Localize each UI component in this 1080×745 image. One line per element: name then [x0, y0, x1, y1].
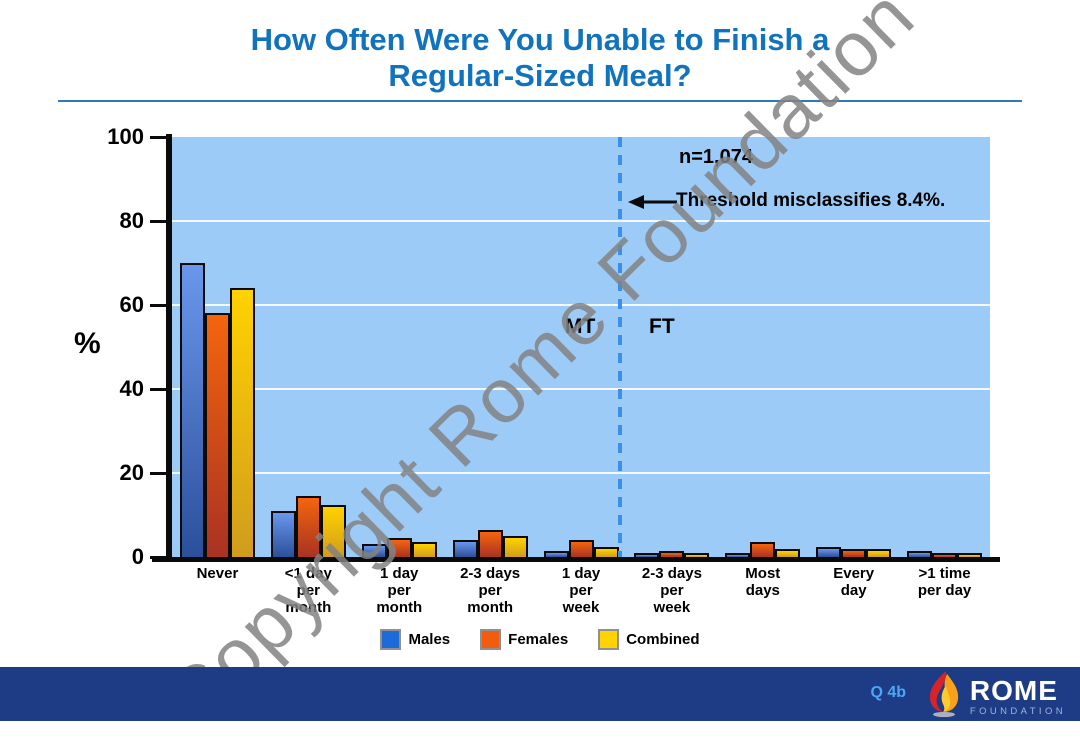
logo-title: ROME	[969, 674, 1058, 706]
bar-group	[354, 137, 445, 557]
legend-swatch	[480, 629, 502, 650]
bar-combined-4	[593, 546, 619, 557]
bar-females-2	[386, 538, 412, 557]
bar-combined-3	[502, 536, 528, 557]
bar-combined-0	[229, 288, 255, 557]
y-tick-label: 0	[131, 544, 144, 569]
x-axis-line	[152, 557, 1000, 562]
bar-group	[172, 137, 263, 557]
plot-area	[172, 137, 990, 557]
bar-combined-1	[320, 504, 346, 557]
x-axis-label: Never	[196, 565, 239, 582]
ft-zone-label: FT	[649, 315, 675, 338]
bar-combined-8	[957, 552, 983, 557]
x-axis-label: Every day	[833, 565, 875, 599]
arrow-left-icon	[628, 193, 678, 211]
bar-group	[626, 137, 717, 557]
legend-label: Males	[408, 631, 451, 648]
gridline	[172, 472, 990, 474]
y-tick-mark	[150, 472, 167, 475]
title-line-2: Regular-Sized Meal?	[388, 58, 692, 93]
bar-males-0	[179, 263, 205, 557]
bar-males-6	[725, 552, 751, 557]
bar-females-7	[841, 548, 867, 557]
bar-females-8	[932, 552, 958, 557]
rome-foundation-logo: ROME FOUNDATION	[926, 670, 1066, 723]
legend: Males Females Combined	[0, 629, 1080, 650]
y-axis-title: %	[74, 327, 101, 360]
bar-males-4	[543, 550, 569, 557]
legend-label: Combined	[626, 631, 700, 648]
legend-swatch	[598, 629, 620, 650]
footer-bar: Q 4b ROME FOUNDATION	[0, 667, 1080, 721]
legend-swatch	[380, 629, 402, 650]
bar-group	[263, 137, 354, 557]
gridline	[172, 220, 990, 222]
bar-males-2	[361, 544, 387, 557]
bar-combined-6	[775, 548, 801, 557]
bar-combined-2	[411, 542, 437, 557]
y-tick-label: 80	[119, 208, 144, 233]
page-title: How Often Were You Unable to Finish a Re…	[0, 22, 1080, 94]
bar-group	[808, 137, 899, 557]
bar-males-1	[270, 510, 296, 557]
x-axis-labels: Never <1 day per month 1 day per month 2-3 …	[172, 565, 990, 616]
bar-males-7	[816, 546, 842, 557]
y-tick-label: 60	[119, 292, 144, 317]
threshold-note: Threshold misclassifies 8.4%.	[676, 190, 946, 211]
bar-group	[717, 137, 808, 557]
bar-females-1	[295, 496, 321, 557]
x-axis-label: <1 day per month	[284, 565, 332, 616]
y-tick-mark	[150, 136, 167, 139]
gridline	[172, 388, 990, 390]
gridline	[172, 304, 990, 306]
x-axis-label: 1 day per week	[561, 565, 601, 616]
question-number: Q 4b	[870, 684, 906, 701]
y-tick-mark	[150, 220, 167, 223]
x-axis-label: 1 day per month	[376, 565, 423, 616]
bar-group	[445, 137, 536, 557]
y-axis-line	[166, 134, 172, 559]
sample-size-label: n=1,074	[679, 146, 753, 168]
logo-subtitle: FOUNDATION	[969, 705, 1066, 717]
bar-males-3	[452, 540, 478, 557]
bar-group	[899, 137, 990, 557]
bar-males-8	[907, 550, 933, 557]
mt-zone-label: MT	[565, 315, 596, 338]
y-tick-label: 40	[119, 376, 144, 401]
y-tick-label: 20	[119, 460, 144, 485]
threshold-dashed-line	[618, 137, 622, 557]
title-divider	[58, 100, 1022, 102]
bar-group	[536, 137, 627, 557]
title-line-1: How Often Were You Unable to Finish a	[250, 22, 830, 57]
bar-combined-5	[684, 552, 710, 557]
y-tick-mark	[150, 304, 167, 307]
flame-icon	[926, 670, 962, 723]
bar-females-5	[659, 550, 685, 557]
x-axis-label: Most days	[745, 565, 781, 599]
bar-groups	[172, 137, 990, 557]
y-tick-label: 100	[107, 124, 144, 149]
bar-females-4	[568, 540, 594, 557]
x-axis-label: 2-3 days per month	[460, 565, 521, 616]
x-axis-label: 2-3 days per week	[641, 565, 702, 616]
legend-label: Females	[508, 631, 569, 648]
legend-item: Combined	[598, 629, 700, 650]
bar-females-3	[477, 529, 503, 557]
y-tick-mark	[150, 388, 167, 391]
bar-combined-7	[866, 548, 892, 557]
bar-females-0	[204, 313, 230, 557]
bar-females-6	[750, 542, 776, 557]
legend-item: Females	[480, 629, 568, 650]
x-axis-label: >1 time per day	[917, 565, 972, 599]
bar-males-5	[634, 552, 660, 557]
legend-item: Males	[380, 629, 450, 650]
